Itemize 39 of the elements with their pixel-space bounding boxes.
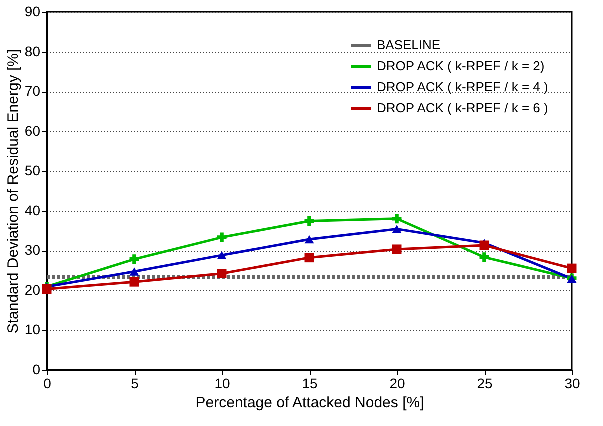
legend-label: DROP ACK ( k-RPEF / k = 6 ) [377, 100, 548, 116]
y-tick-label: 60 [24, 122, 41, 139]
point [42, 284, 52, 294]
point [480, 240, 490, 250]
point [304, 235, 314, 244]
x-tick-label: 5 [131, 376, 140, 392]
y-tick-label: 20 [24, 282, 41, 298]
point [130, 277, 140, 287]
point [304, 253, 314, 263]
y-tick-label: 30 [24, 242, 41, 258]
point [304, 216, 314, 226]
point [567, 264, 577, 274]
x-tick-label: 25 [477, 376, 493, 392]
point [392, 225, 402, 234]
point [130, 268, 140, 276]
legend-label: DROP ACK ( k-RPEF / k = 2) [377, 58, 545, 74]
y-tick-label: 70 [24, 83, 41, 100]
point [480, 252, 490, 262]
x-tick-label: 15 [302, 376, 318, 392]
point [130, 254, 140, 264]
y-tick-label: 40 [24, 202, 41, 218]
y-tick-label: 10 [24, 322, 41, 338]
x-tick-label: 10 [214, 376, 230, 392]
legend-label: BASELINE [377, 38, 441, 52]
x-axis-title: Percentage of Attacked Nodes [%] [196, 394, 424, 412]
x-tick-label: 30 [564, 376, 580, 392]
point [392, 244, 402, 254]
x-tick-label: 20 [390, 376, 406, 392]
point [217, 251, 227, 260]
y-tick-label: 50 [24, 162, 41, 179]
point [217, 232, 227, 242]
y-tick-label: 90 [24, 4, 41, 20]
point [217, 268, 227, 278]
y-tick-label: 0 [32, 362, 41, 378]
y-axis-title: Standard Deviation of Residual Energy [%] [4, 49, 22, 334]
y-tick-label: 80 [24, 43, 41, 60]
x-tick-label: 0 [44, 376, 52, 392]
legend-label: DROP ACK ( k-RPEF / k = 4 ) [377, 80, 548, 94]
point [392, 214, 402, 224]
